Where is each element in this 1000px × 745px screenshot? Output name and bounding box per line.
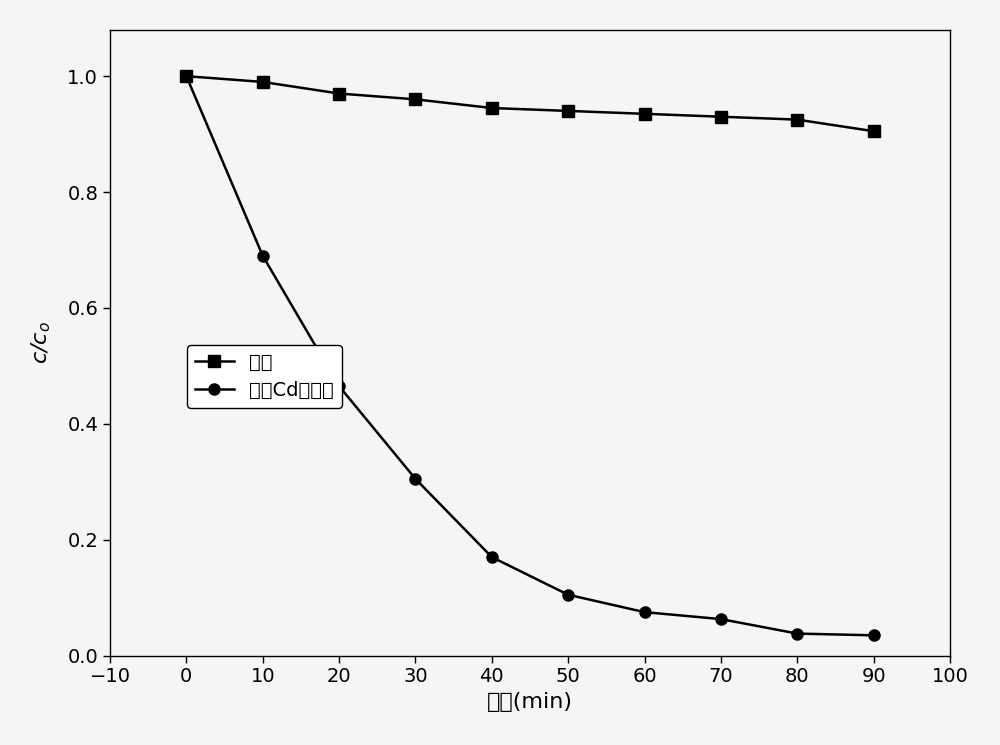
Legend: 空白, 加入Cd配合物: 空白, 加入Cd配合物 bbox=[187, 345, 342, 408]
空白 bbox=[562, 107, 574, 115]
加入Cd配合物 bbox=[562, 590, 574, 599]
空白 bbox=[333, 89, 345, 98]
加入Cd配合物 bbox=[333, 381, 345, 390]
空白 bbox=[791, 115, 803, 124]
加入Cd配合物 bbox=[257, 251, 269, 260]
加入Cd配合物 bbox=[715, 615, 727, 624]
空白 bbox=[409, 95, 421, 104]
X-axis label: 时间(min): 时间(min) bbox=[487, 692, 573, 712]
加入Cd配合物 bbox=[180, 72, 192, 80]
加入Cd配合物 bbox=[486, 553, 498, 562]
加入Cd配合物 bbox=[791, 629, 803, 638]
空白 bbox=[639, 110, 651, 118]
空白 bbox=[180, 72, 192, 80]
Y-axis label: c/c$_o$: c/c$_o$ bbox=[30, 321, 53, 364]
加入Cd配合物 bbox=[868, 631, 880, 640]
空白 bbox=[257, 77, 269, 86]
Line: 加入Cd配合物: 加入Cd配合物 bbox=[181, 71, 879, 641]
加入Cd配合物 bbox=[639, 608, 651, 617]
空白 bbox=[868, 127, 880, 136]
加入Cd配合物 bbox=[409, 475, 421, 484]
空白 bbox=[715, 112, 727, 121]
Line: 空白: 空白 bbox=[181, 71, 879, 137]
空白 bbox=[486, 104, 498, 112]
